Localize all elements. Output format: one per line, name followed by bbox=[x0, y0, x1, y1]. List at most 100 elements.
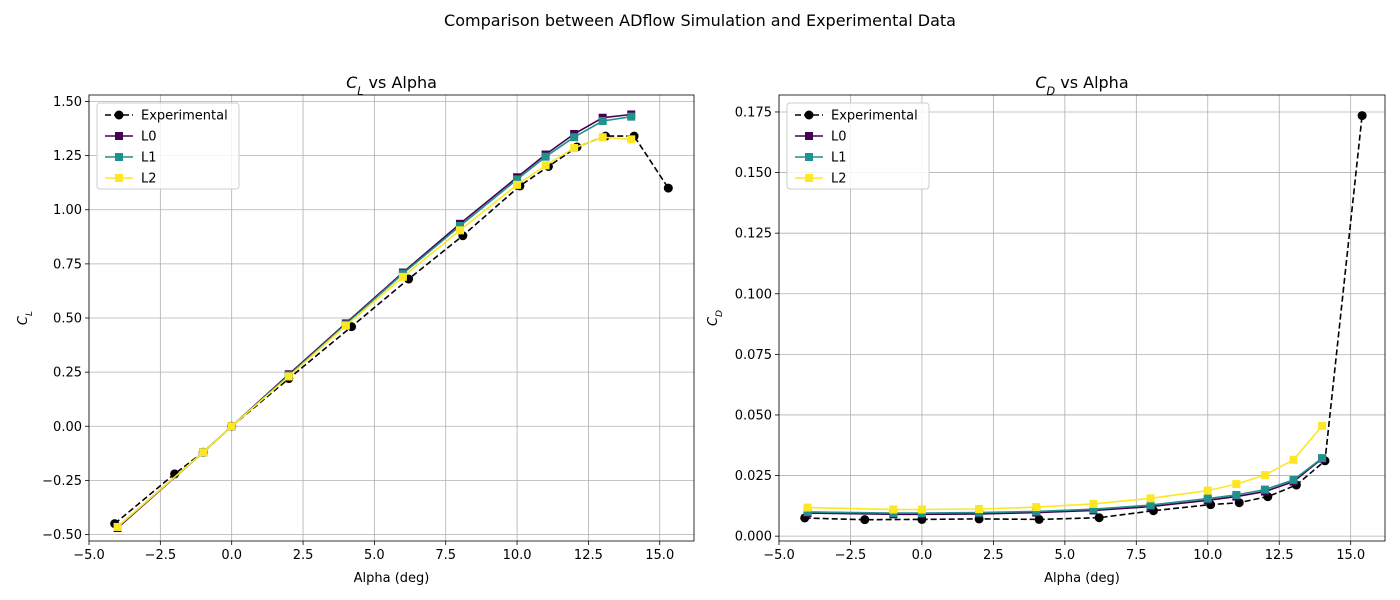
legend-item-experimental: Experimental bbox=[105, 109, 228, 124]
data-point bbox=[975, 505, 984, 514]
y-axis-label-symbol: C bbox=[16, 315, 31, 325]
chart-title: CL vs Alpha bbox=[346, 73, 437, 98]
data-point bbox=[860, 515, 870, 525]
series-line-l2 bbox=[116, 136, 632, 528]
legend-label: L2 bbox=[141, 172, 157, 187]
x-tick-label: 7.5 bbox=[1126, 548, 1147, 563]
y-tick-label: 0.75 bbox=[53, 257, 82, 272]
data-point bbox=[227, 422, 236, 431]
legend-marker bbox=[805, 132, 813, 140]
x-tick-label: 12.5 bbox=[574, 548, 603, 563]
legend: Experimental L0 L1 L2 bbox=[786, 102, 930, 190]
x-axis: −5.0 −2.5 0.0 2.5 5.0 7.5 10.0 12.5 15.0 bbox=[763, 541, 1365, 563]
chart-2: −5.0 −2.5 0.0 2.5 5.0 7.5 10.0 12.5 15.00.0000.0… bbox=[706, 73, 1386, 586]
data-point bbox=[541, 152, 550, 161]
data-point bbox=[889, 505, 898, 514]
y-tick-label: 0.100 bbox=[735, 287, 772, 302]
data-point bbox=[1318, 454, 1327, 463]
x-axis-label: Alpha (deg) bbox=[354, 571, 430, 586]
data-point bbox=[803, 507, 812, 516]
legend-marker bbox=[114, 110, 124, 120]
data-point bbox=[1260, 471, 1269, 480]
figure-suptitle: Comparison between ADflow Simulation and… bbox=[444, 11, 956, 30]
x-tick-label: 10.0 bbox=[1193, 548, 1222, 563]
series-markers-l2 bbox=[113, 133, 636, 531]
data-point bbox=[513, 180, 522, 189]
x-tick-label: −2.5 bbox=[835, 548, 867, 563]
x-tick-label: −5.0 bbox=[763, 548, 795, 563]
legend-label: L0 bbox=[141, 130, 157, 145]
y-tick-label: −0.50 bbox=[42, 528, 82, 543]
data-point bbox=[598, 116, 607, 125]
data-point bbox=[398, 272, 407, 281]
y-axis: 0.000 0.025 0.050 0.075 0.100 0.125 0.150 0.175 bbox=[735, 105, 779, 545]
legend-item-l0: L0 bbox=[105, 130, 157, 145]
y-tick-label: 0.000 bbox=[735, 530, 772, 545]
series-markers-l2 bbox=[803, 421, 1327, 514]
y-tick-label: −0.25 bbox=[42, 474, 82, 489]
data-point bbox=[113, 522, 122, 531]
legend-label: L0 bbox=[831, 130, 847, 145]
legend-box bbox=[786, 102, 930, 190]
legend-box bbox=[96, 102, 240, 190]
data-point bbox=[663, 183, 673, 193]
y-tick-label: 0.150 bbox=[735, 166, 772, 181]
data-point bbox=[341, 321, 350, 330]
y-axis-label-symbol: C bbox=[706, 316, 721, 326]
x-tick-label: 5.0 bbox=[1055, 548, 1076, 563]
data-point bbox=[1232, 490, 1241, 499]
legend-marker bbox=[805, 174, 813, 182]
data-point bbox=[1232, 480, 1241, 489]
legend-marker bbox=[115, 174, 123, 182]
data-point bbox=[1089, 499, 1098, 508]
x-axis-label: Alpha (deg) bbox=[1044, 571, 1120, 586]
legend-marker bbox=[115, 132, 123, 140]
data-point bbox=[1260, 485, 1269, 494]
y-axis-label-subscript: D bbox=[715, 310, 725, 317]
data-point bbox=[1089, 505, 1098, 514]
x-tick-label: 15.0 bbox=[645, 548, 674, 563]
chart-title-rest: vs Alpha bbox=[363, 73, 436, 92]
series-line-l1 bbox=[807, 457, 1323, 514]
legend: Experimental L0 L1 L2 bbox=[96, 102, 240, 190]
chart-1: −5.0 −2.5 0.0 2.5 5.0 7.5 10.0 12.5 15.0−0.50−0.… bbox=[16, 73, 695, 586]
x-tick-label: 2.5 bbox=[983, 548, 1004, 563]
data-point bbox=[803, 503, 812, 512]
x-tick-label: 2.5 bbox=[293, 548, 314, 563]
axes-frame bbox=[778, 94, 1386, 542]
legend-marker bbox=[115, 153, 123, 161]
y-tick-label: 0.025 bbox=[735, 469, 772, 484]
data-point bbox=[570, 133, 579, 142]
x-tick-label: 15.0 bbox=[1336, 548, 1365, 563]
data-point bbox=[284, 372, 293, 381]
legend-label: L1 bbox=[831, 151, 847, 166]
y-axis-label: CL bbox=[16, 311, 35, 325]
data-point bbox=[1032, 503, 1041, 512]
chart-title-symbol: C bbox=[346, 73, 358, 92]
data-point bbox=[1357, 111, 1367, 121]
gridlines bbox=[88, 95, 694, 541]
x-tick-label: 12.5 bbox=[1265, 548, 1294, 563]
data-point bbox=[1203, 494, 1212, 503]
legend-label: Experimental bbox=[831, 109, 918, 124]
data-point bbox=[1094, 513, 1104, 523]
x-tick-label: −5.0 bbox=[73, 548, 105, 563]
y-axis-label: CD bbox=[706, 310, 725, 326]
y-axis: −0.50 −0.25 0.00 0.25 0.50 0.75 1.00 1.25 1.50 bbox=[42, 95, 89, 543]
legend-item-l1: L1 bbox=[105, 151, 157, 166]
x-tick-label: 7.5 bbox=[435, 548, 456, 563]
x-axis: −5.0 −2.5 0.0 2.5 5.0 7.5 10.0 12.5 15.0 bbox=[73, 541, 674, 563]
data-point bbox=[1034, 514, 1044, 524]
data-point bbox=[541, 161, 550, 170]
y-tick-label: 1.50 bbox=[53, 95, 82, 110]
series-line-l2 bbox=[807, 425, 1323, 511]
x-tick-label: 5.0 bbox=[364, 548, 385, 563]
y-tick-label: 1.25 bbox=[53, 149, 82, 164]
y-tick-label: 0.175 bbox=[735, 105, 772, 120]
data-point bbox=[917, 505, 926, 514]
y-tick-label: 0.00 bbox=[53, 420, 82, 435]
y-tick-label: 0.50 bbox=[53, 312, 82, 327]
legend-item-l2: L2 bbox=[795, 172, 847, 187]
x-tick-label: 0.0 bbox=[221, 548, 242, 563]
series-group bbox=[110, 110, 673, 533]
